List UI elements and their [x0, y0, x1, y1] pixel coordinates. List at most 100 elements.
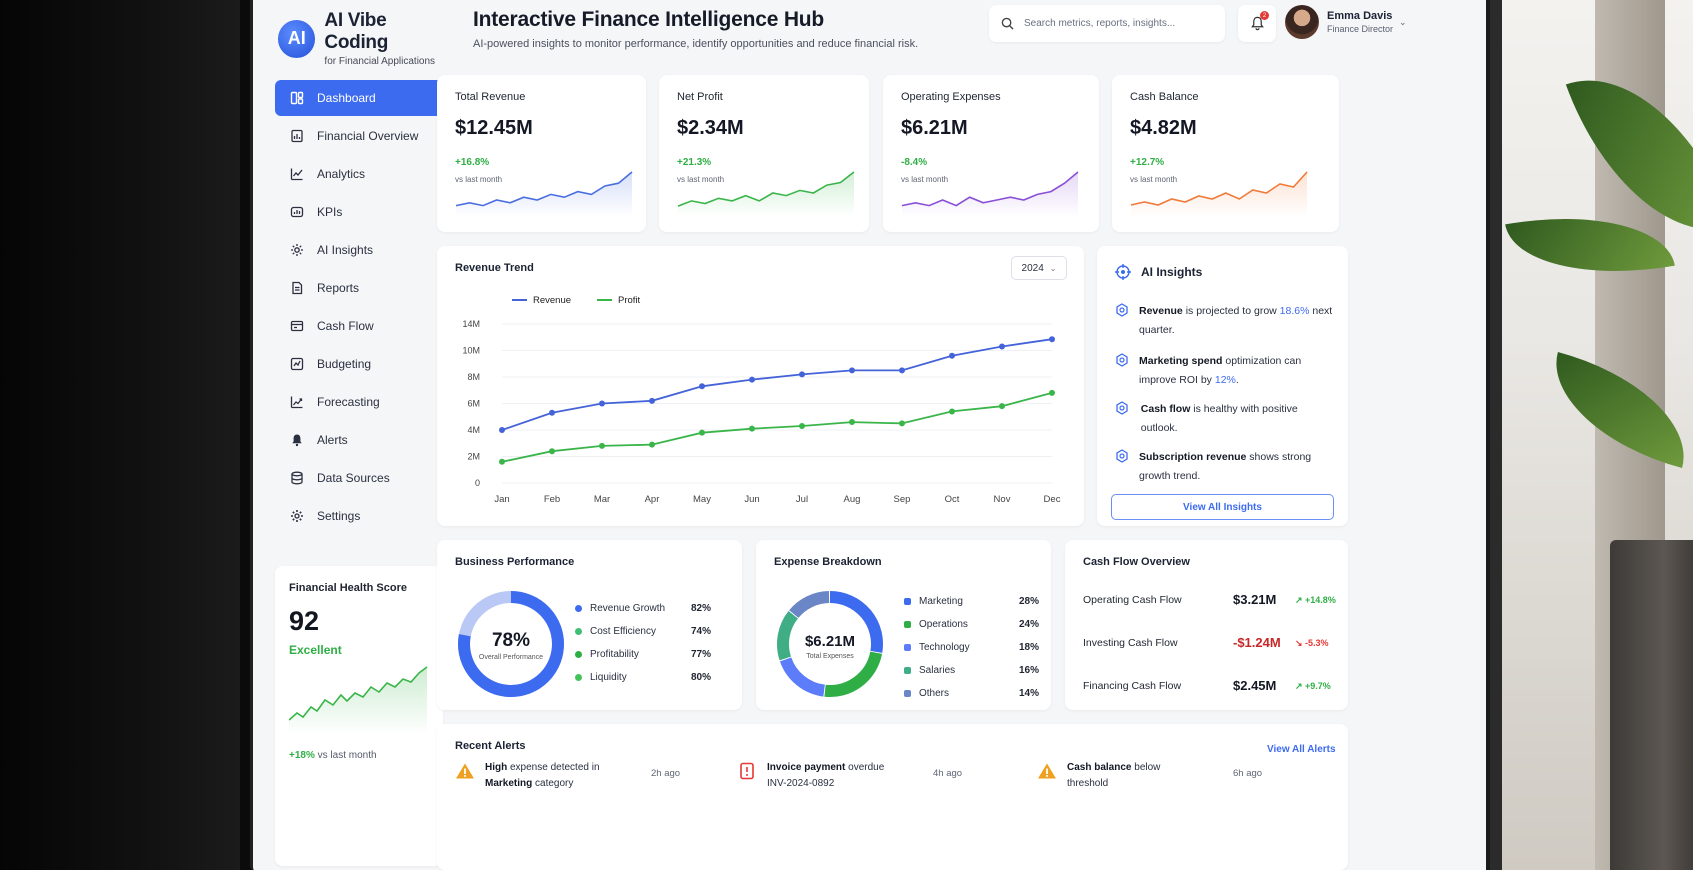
x-tick-label: Nov: [994, 494, 1011, 505]
insight-item[interactable]: Cash flow is healthy with positive outlo…: [1115, 400, 1335, 438]
alert-item[interactable]: High expense detected in Marketing catego…: [455, 760, 680, 792]
year-select[interactable]: 2024 ⌄: [1011, 256, 1067, 280]
alert-item[interactable]: Invoice payment overdue INV-2024-0892 4h a…: [737, 760, 962, 792]
sidebar-item-label: Cash Flow: [317, 319, 374, 333]
performance-legend-item: Revenue Growth 82%: [575, 603, 725, 614]
sparkline-area: [456, 172, 632, 217]
y-tick-label: 4M: [467, 425, 480, 435]
invoice-icon: [737, 762, 757, 780]
sidebar-item-data-sources[interactable]: Data Sources: [275, 460, 445, 496]
kpi-card-net-profit[interactable]: Net Profit $2.34M +21.3% vs last month: [659, 75, 869, 232]
kpi-card-operating-expenses[interactable]: Operating Expenses $6.21M -8.4% vs last mon…: [883, 75, 1099, 232]
brand-title: AI Vibe Coding: [324, 10, 389, 53]
insight-subject: Revenue: [1139, 305, 1183, 317]
brand[interactable]: AI AI Vibe Coding for Financial Applicat…: [278, 10, 453, 67]
sidebar-item-cash-flow[interactable]: Cash Flow: [275, 308, 445, 344]
sidebar-item-financial-overview[interactable]: Financial Overview: [275, 118, 445, 154]
data-point-profit: [899, 420, 905, 427]
cash-flow-value: -$1.24M: [1233, 635, 1281, 650]
business-performance-card: Business Performance 78% Overall Performa…: [437, 540, 742, 710]
sparkline-area: [678, 172, 854, 217]
series-line-profit: [501, 392, 1053, 463]
analytics-icon: [289, 166, 305, 182]
warning-icon: [455, 762, 475, 780]
insight-item[interactable]: Revenue is projected to grow 18.6% next …: [1115, 302, 1335, 340]
budget-icon: [289, 356, 305, 372]
sidebar-item-label: Data Sources: [317, 471, 390, 485]
y-tick-label: 0: [475, 478, 480, 488]
kpi-card-cash-balance[interactable]: Cash Balance $4.82M +12.7% vs last month: [1112, 75, 1339, 232]
insight-item[interactable]: Marketing spend optimization can improve…: [1115, 352, 1335, 390]
view-all-alerts-link[interactable]: View All Alerts: [1267, 744, 1336, 755]
cash-flow-value: $2.45M: [1233, 678, 1277, 693]
alert-text: Cash balance below threshold: [1067, 760, 1207, 792]
insight-item[interactable]: Subscription revenue shows strong growth…: [1115, 448, 1335, 486]
sidebar-item-kpis[interactable]: KPIs: [275, 194, 445, 230]
legend-label: Revenue: [533, 295, 571, 306]
sidebar-item-settings[interactable]: Settings: [275, 498, 445, 534]
kpi-card-total-revenue[interactable]: Total Revenue $12.45M +16.8% vs last month: [437, 75, 646, 232]
sparkline-line: [677, 171, 855, 207]
cash-flow-row[interactable]: Operating Cash Flow $3.21M ↗ +14.8%: [1083, 592, 1338, 612]
data-point-revenue: [1049, 336, 1055, 343]
sidebar-item-label: Budgeting: [317, 357, 372, 371]
sidebar-item-label: AI Insights: [317, 243, 374, 257]
sidebar-item-alerts[interactable]: Alerts: [275, 422, 445, 458]
health-title: Financial Health Score: [289, 582, 407, 594]
expense-legend-item: Others 14%: [904, 688, 1039, 699]
user-name: Emma Davis: [1327, 10, 1393, 22]
health-change: +18%: [289, 750, 315, 761]
search-input[interactable]: Search metrics, reports, insights...: [989, 5, 1225, 42]
sparkline-area: [1131, 172, 1307, 217]
sidebar-item-label: Settings: [317, 509, 361, 523]
cash-flow-row[interactable]: Financing Cash Flow $2.45M ↗ +9.7%: [1083, 678, 1338, 698]
cash-flow-row[interactable]: Investing Cash Flow -$1.24M ↘ -5.3%: [1083, 635, 1338, 655]
user-menu[interactable]: Emma Davis Finance Director ⌄: [1285, 2, 1429, 42]
data-point-profit: [1049, 389, 1055, 396]
sidebar-item-dashboard[interactable]: Dashboard: [275, 80, 445, 116]
sidebar-item-forecasting[interactable]: Forecasting: [275, 384, 445, 420]
insight-subject: Marketing spend: [1139, 355, 1223, 367]
expense-breakdown-title: Expense Breakdown: [774, 556, 882, 568]
cash-flow-change: ↗ +14.8%: [1295, 595, 1336, 605]
health-score: 92: [289, 606, 320, 636]
legend-value: 16%: [1019, 665, 1040, 676]
x-tick-label: Mar: [594, 494, 610, 505]
gear-icon: [289, 508, 305, 524]
dashboard-screen: AI AI Vibe Coding for Financial Applicat…: [250, 0, 1490, 870]
expense-legend-item: Technology 18%: [904, 642, 1039, 653]
kpi-label: Net Profit: [677, 91, 723, 103]
background-left: [0, 0, 240, 870]
expense-donut: $6.21M Total Expenses: [777, 591, 883, 697]
sidebar-item-ai-insights[interactable]: AI Insights: [275, 232, 445, 268]
series-line-revenue: [501, 338, 1053, 431]
alert-item[interactable]: Cash balance below threshold 6h ago: [1037, 760, 1262, 792]
alert-line2: threshold: [1067, 778, 1109, 789]
sidebar-item-label: Analytics: [317, 167, 366, 181]
cash-flow-card: Cash Flow Overview Operating Cash Flow $3…: [1065, 540, 1348, 710]
expense-legend-item: Salaries 16%: [904, 665, 1039, 676]
kpi-label: Total Revenue: [455, 91, 526, 103]
bell-icon: [289, 432, 305, 448]
kpi-label: Cash Balance: [1130, 91, 1199, 103]
alert-text: Invoice payment overdue INV-2024-0892: [767, 760, 907, 792]
insight-tail: next quarter.: [1139, 305, 1333, 336]
insight-body: shows strong growth trend.: [1139, 451, 1312, 482]
expense-breakdown-card: Expense Breakdown $6.21M Total Expenses M…: [756, 540, 1051, 710]
donut-slice-marketing: [829, 591, 883, 653]
sidebar-item-budgeting[interactable]: Budgeting: [275, 346, 445, 382]
view-all-insights-button[interactable]: View All Insights: [1111, 494, 1334, 520]
insight-icon: [1115, 353, 1129, 369]
data-point-revenue: [899, 367, 905, 374]
legend-value: 24%: [1019, 619, 1040, 630]
x-tick-label: Aug: [844, 494, 861, 505]
sidebar-item-reports[interactable]: Reports: [275, 270, 445, 306]
sidebar-item-analytics[interactable]: Analytics: [275, 156, 445, 192]
performance-legend-item: Cost Efficiency 74%: [575, 626, 725, 637]
notifications-button[interactable]: 2: [1238, 5, 1276, 42]
legend-value: 28%: [1019, 596, 1040, 607]
warning-icon: [1037, 762, 1057, 780]
data-point-profit: [799, 423, 805, 430]
insight-icon: [1115, 303, 1129, 319]
sidebar-item-label: Financial Overview: [317, 129, 419, 143]
